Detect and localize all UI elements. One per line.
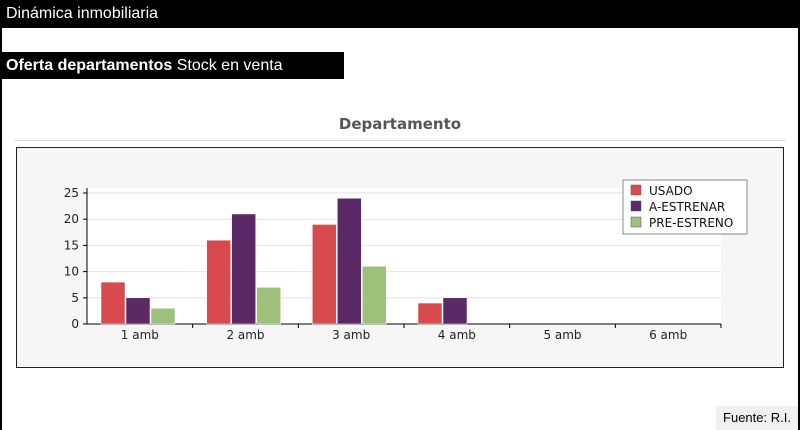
bar (362, 266, 387, 325)
x-tick-label: 6 amb (649, 328, 687, 342)
chart-frame: 0 5 10 15 20 25 1 amb 2 amb 3 amb 4 amb 5 amb 6 amb… (16, 147, 784, 368)
section-title-rest: Stock en venta (176, 57, 283, 74)
legend-label: PRE-ESTRENO (649, 216, 733, 230)
bar (231, 213, 256, 325)
y-tick-label: 20 (64, 212, 79, 226)
y-tick-label: 15 (64, 238, 79, 252)
plot-area (87, 188, 721, 324)
frame-right-border (798, 28, 800, 430)
bar (206, 239, 231, 325)
legend-label: A-ESTRENAR (649, 200, 725, 214)
bar (125, 297, 151, 325)
bar (337, 197, 362, 325)
bar (150, 308, 176, 325)
legend-label: USADO (649, 184, 693, 198)
frame-left-border (0, 28, 2, 430)
page-header: Dinámica inmobiliaria (0, 0, 800, 28)
y-tick-label: 5 (71, 291, 79, 305)
bar (312, 224, 337, 325)
section-title-bold: Oferta departamentos (6, 57, 173, 74)
bar-chart: 0 5 10 15 20 25 1 amb 2 amb 3 amb 4 amb 5 amb 6 amb… (64, 179, 748, 342)
x-tick-label: 5 amb (543, 328, 581, 342)
bar (417, 302, 443, 325)
legend-swatch (630, 184, 642, 196)
title-divider (14, 140, 786, 141)
legend-box (622, 179, 748, 235)
y-tick-label: 0 (71, 317, 79, 331)
x-tick-label: 2 amb (226, 328, 264, 342)
legend-swatch (630, 200, 642, 212)
legend-swatch (630, 216, 642, 228)
y-tick-label: 25 (64, 186, 79, 200)
section-header: Oferta departamentos Stock en venta (2, 52, 344, 79)
bar (442, 297, 468, 325)
y-tick-label: 10 (64, 265, 79, 279)
x-tick-label: 1 amb (121, 328, 159, 342)
x-tick-label: 3 amb (332, 328, 370, 342)
bar (100, 281, 126, 325)
source-note: Fuente: R.I. (716, 406, 798, 430)
bar (256, 287, 281, 325)
x-tick-label: 4 amb (438, 328, 476, 342)
chart-title: Departamento (338, 115, 462, 133)
